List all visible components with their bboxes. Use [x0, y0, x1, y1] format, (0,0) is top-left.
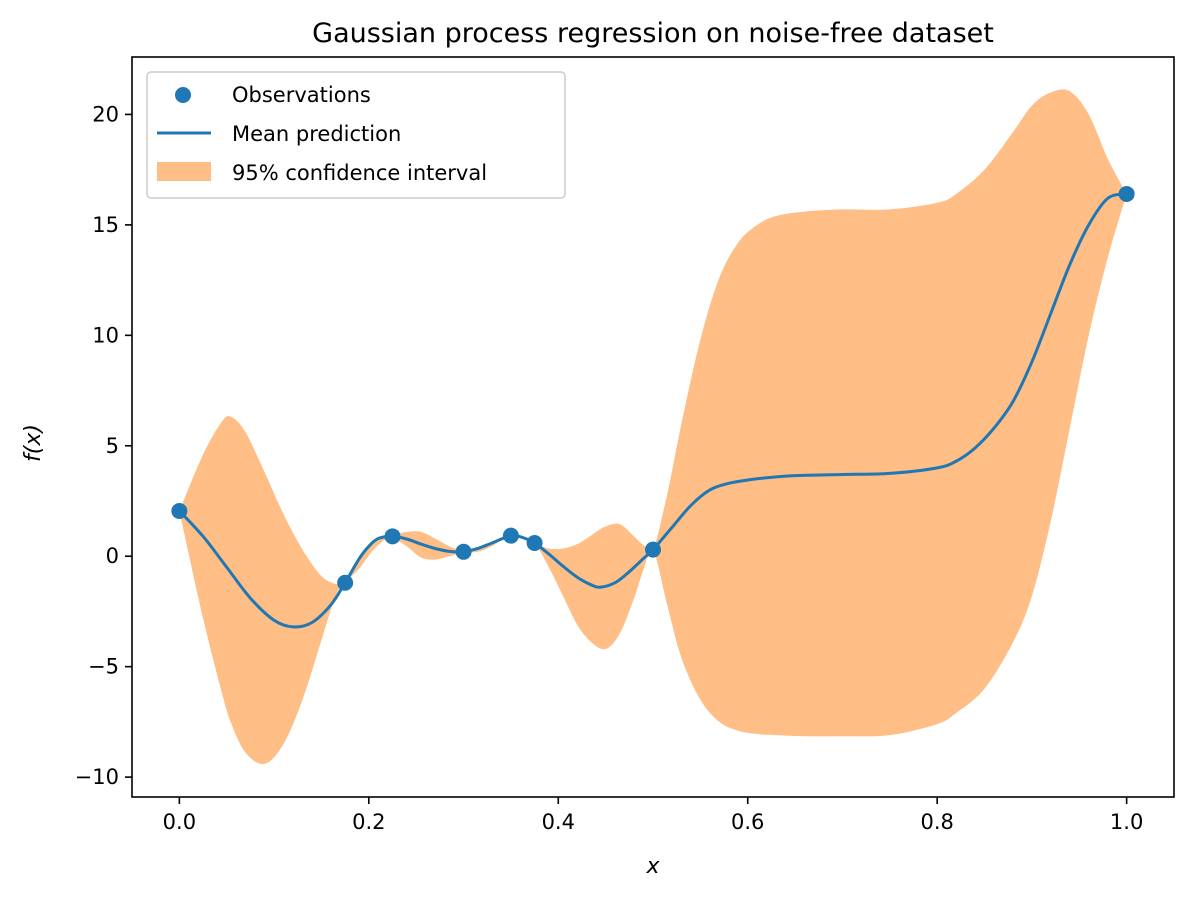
legend-label-interval: 95% confidence interval [232, 161, 487, 185]
x-tick-label: 1.0 [1110, 810, 1143, 834]
y-tick-label: 10 [92, 323, 119, 347]
x-tick-label: 0.2 [352, 810, 385, 834]
observation-point [455, 543, 472, 560]
confidence-interval-band [179, 89, 1127, 765]
observation-point [502, 527, 519, 544]
y-axis-label: f(x) [21, 424, 46, 462]
legend-marker-observations [175, 87, 191, 103]
x-tick-label: 0.8 [920, 810, 953, 834]
axes: 0.0 0.2 0.4 0.6 0.8 1.0 −10 −5 0 5 10 15 20 [75, 56, 1175, 834]
observation-point [645, 541, 661, 558]
chart-title: Gaussian process regression on noise-fre… [312, 18, 994, 49]
observation-point [384, 528, 401, 545]
plot-area [171, 89, 1135, 765]
y-tick-label: −5 [88, 655, 119, 679]
y-tick-label: 20 [92, 102, 119, 126]
y-tick-label: 0 [106, 544, 119, 568]
axes-frame [131, 56, 1175, 798]
legend-label-mean: Mean prediction [232, 122, 401, 146]
x-tick-label: 0.4 [542, 810, 575, 834]
y-axis-label-group: f(x) [21, 424, 46, 462]
y-tick-label: −10 [75, 765, 119, 789]
x-tick-label: 0.0 [163, 810, 196, 834]
legend-box [146, 71, 566, 199]
x-axis-label: x [645, 854, 660, 879]
legend-label-observations: Observations [232, 83, 371, 107]
y-tick-label: 15 [92, 213, 119, 237]
observation-point [171, 502, 188, 519]
observation-point [1118, 185, 1135, 202]
mean-prediction-line [178, 192, 1127, 629]
x-tick-label: 0.6 [731, 810, 764, 834]
observation-point [526, 534, 543, 551]
observation-point [337, 574, 354, 591]
legend-marker-interval [157, 162, 211, 181]
y-tick-label: 5 [106, 434, 119, 458]
legend: Observations Mean prediction 95% confidenc… [146, 71, 566, 199]
